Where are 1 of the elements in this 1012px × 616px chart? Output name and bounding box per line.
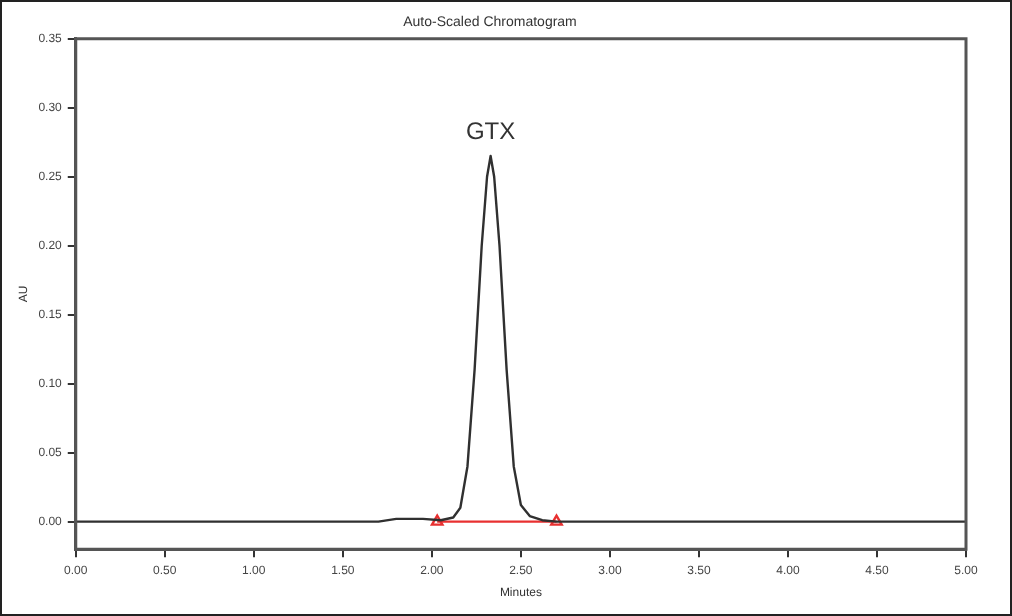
annotation: GTX bbox=[465, 116, 516, 145]
